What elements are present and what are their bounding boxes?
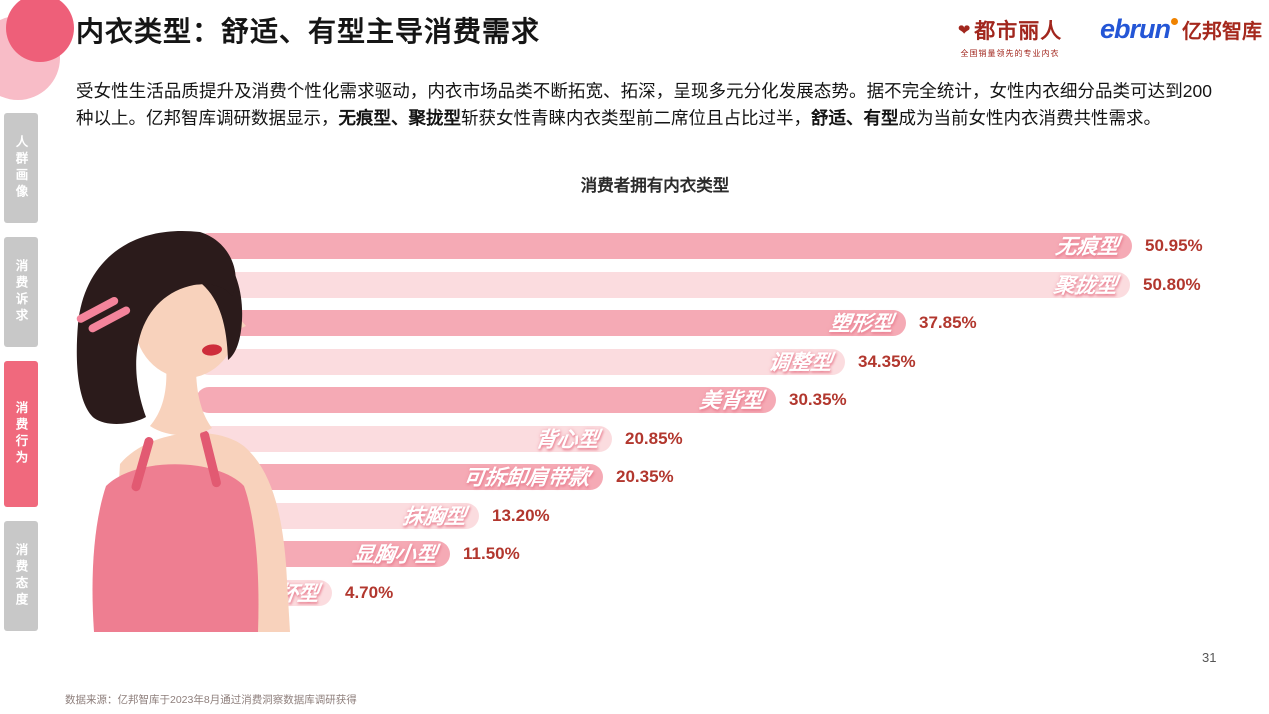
- strap-right-shape: [200, 430, 221, 488]
- ebrun-orange-dot-icon: [1171, 18, 1179, 25]
- bar-4: 调整型: [196, 348, 845, 375]
- intro-text: 斩获女性青睐内衣类型前二席位且占比过半，: [461, 108, 811, 129]
- bar-value-label: 20.35%: [616, 467, 674, 487]
- sidebar-item-xiaofei-suqiu[interactable]: 消费诉求: [4, 237, 38, 347]
- bar-value-label: 37.85%: [919, 313, 977, 333]
- bar-category-label: 调整型: [767, 351, 834, 375]
- chart-title: 消费者拥有内衣类型: [580, 177, 730, 195]
- intro-paragraph: 受女性生活品质提升及消费个性化需求驱动，内衣市场品类不断拓宽、拓深，呈现多元分化…: [76, 78, 1212, 132]
- brand-left-name: 都市丽人: [974, 20, 1063, 43]
- bar-6: 背心型: [196, 425, 612, 452]
- bar-row: 聚拢型 50.80%: [196, 266, 1251, 305]
- sidebar-item-xiaofei-taidu[interactable]: 消费态度: [4, 521, 38, 631]
- bar-value-label: 34.35%: [858, 351, 916, 371]
- bar-category-label: 抹胸型: [401, 505, 468, 529]
- bar-1: 无痕型: [196, 233, 1132, 260]
- hair-clip-icon: [76, 296, 131, 333]
- bar-category-label: 聚拢型: [1052, 274, 1119, 298]
- bar-2: 聚拢型: [196, 271, 1130, 298]
- bar-value-label: 30.35%: [789, 390, 847, 410]
- sidebar-item-renqun-huaxiang[interactable]: 人群画像: [4, 113, 38, 223]
- brand-ebrun: ebrun 亿邦智库: [1100, 14, 1262, 45]
- bar-value-label: 13.20%: [492, 505, 550, 525]
- hair-main-shape: [76, 230, 236, 425]
- intro-text: 成为当前女性内衣消费共性需求。: [898, 108, 1162, 129]
- bar-category-label: 背心型: [534, 428, 601, 452]
- intro-text: 受女性生活品质提升及消费个性化需求驱动，内衣市场品类不断拓宽、拓深，呈现多元分化…: [76, 81, 1212, 129]
- bar-value-label: 50.95%: [1145, 236, 1203, 256]
- brand-right-name: 亿邦智库: [1182, 21, 1263, 43]
- bar-value-label: 4.70%: [345, 582, 394, 602]
- data-source-note: 数据来源：亿邦智库于2023年8月通过消费洞察数据库调研获得: [65, 694, 357, 706]
- bar-3: 塑形型: [196, 310, 906, 337]
- woman-illustration: [76, 230, 290, 632]
- brand-dushiliren: ❤ 都市丽人 全国销量领先的专业内衣: [946, 15, 1074, 59]
- bar-row: 显胸小型 11.50%: [196, 535, 1251, 574]
- bar-5: 美背型: [196, 387, 776, 414]
- page-title: 内衣类型：舒适、有型主导消费需求: [76, 16, 541, 47]
- lips-shape: [202, 344, 222, 356]
- brand-left-name-row: ❤ 都市丽人: [946, 15, 1074, 45]
- neck-skin-shape: [150, 364, 212, 436]
- intro-emphasis: 舒适、有型: [811, 108, 899, 129]
- brand-left-tagline: 全国销量领先的专业内衣: [960, 49, 1060, 58]
- bar-category-label: 可拆卸肩带款: [462, 466, 592, 490]
- camisole-dress-shape: [92, 464, 259, 632]
- bar-chart: 无痕型 50.95% 聚拢型 50.80% 塑形型 37.85% 调整型 34.35% 美背型 3…: [196, 227, 1251, 612]
- bar-row: 塑形型 37.85%: [196, 304, 1251, 343]
- brand-heart-icon: ❤: [957, 21, 971, 39]
- bar-category-label: 显胸小型: [351, 543, 439, 567]
- bar-row: 调整型 34.35%: [196, 343, 1251, 382]
- bar-row: 大罩杯型4.70%: [196, 574, 1251, 613]
- sidebar-item-xiaofei-xingwei[interactable]: 消费行为: [4, 361, 38, 507]
- decor-circle-dark: [6, 0, 74, 62]
- bar-value-label: 20.85%: [625, 428, 683, 448]
- sidebar: 人群画像消费诉求消费行为消费态度: [4, 113, 38, 631]
- intro-emphasis: 无痕型、聚拢型: [338, 108, 462, 129]
- bar-row: 无痕型 50.95%: [196, 227, 1251, 266]
- bar-row: 背心型 20.85%: [196, 420, 1251, 459]
- bar-category-label: 无痕型: [1054, 235, 1121, 259]
- page-number: 31: [1202, 650, 1217, 665]
- bar-category-label: 塑形型: [828, 312, 895, 336]
- bar-row: 可拆卸肩带款 20.35%: [196, 458, 1251, 497]
- ebrun-logo-text: ebrun: [1100, 14, 1171, 44]
- bar-row: 抹胸型 13.20%: [196, 497, 1251, 536]
- bar-value-label: 11.50%: [463, 544, 520, 564]
- bar-value-label: 50.80%: [1143, 274, 1201, 294]
- strap-left-shape: [131, 437, 154, 492]
- bar-category-label: 美背型: [698, 389, 765, 413]
- bar-row: 美背型 30.35%: [196, 381, 1251, 420]
